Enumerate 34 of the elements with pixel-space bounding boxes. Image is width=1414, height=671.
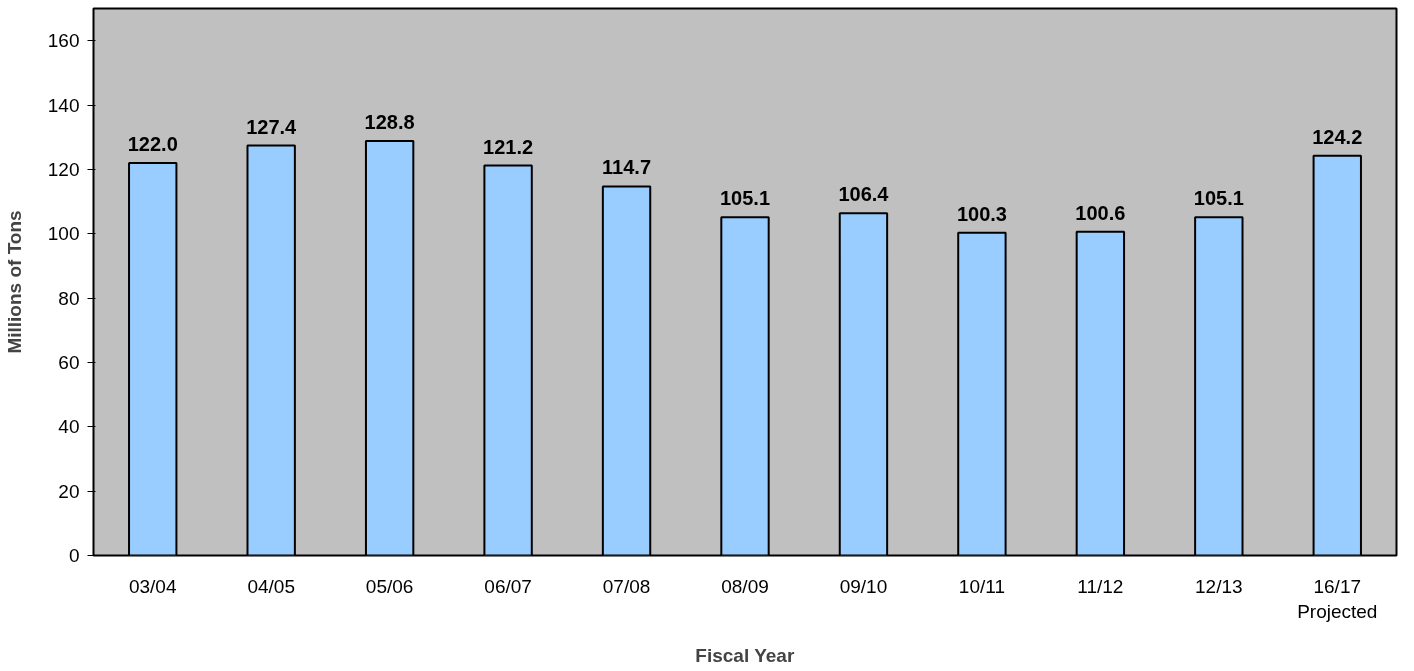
data-label: 128.8 (364, 111, 415, 134)
y-tick-label: 120 (47, 158, 80, 180)
data-label: 122.0 (127, 132, 178, 155)
x-tick-label: 04/05 (247, 575, 295, 597)
data-label: 127.4 (246, 115, 298, 138)
text: Projected (1297, 600, 1378, 622)
x-tick-label: 09/10 (839, 575, 888, 597)
x-axis-title: Fiscal Year (695, 644, 795, 666)
y-tick-label: 20 (58, 480, 80, 502)
y-tick-label: 160 (47, 30, 80, 52)
data-label: 121.2 (483, 135, 534, 158)
y-tick-label: 0 (68, 545, 80, 566)
data-label: 100.6 (1075, 201, 1126, 224)
x-tick-label: 03/04 (128, 575, 177, 597)
x-tick-label: 16/17 (1313, 575, 1362, 597)
y-tick-label: 40 (58, 416, 80, 438)
x-tick-label: 05/06 (365, 575, 414, 597)
data-label: 106.4 (838, 183, 890, 206)
y-tick-label: 60 (58, 351, 80, 373)
x-tick-label: 06/07 (484, 575, 532, 597)
data-label: 105.1 (1193, 187, 1244, 210)
data-label: 114.7 (602, 156, 652, 179)
x-tick-label: 10/11 (958, 575, 1005, 597)
x-tick-label: 08/09 (721, 575, 769, 597)
y-tick-label: 140 (47, 94, 80, 116)
data-label: 100.3 (956, 202, 1007, 225)
x-tick-label: 11/12 (1077, 575, 1124, 597)
x-tick-label: 07/08 (602, 575, 651, 597)
y-tick-label: 100 (47, 223, 80, 245)
y-axis-title: Millions of Tons (3, 210, 25, 354)
y-tick-label: 80 (58, 287, 80, 309)
data-label: 124.2 (1312, 125, 1363, 148)
data-label: 105.1 (719, 187, 771, 210)
x-tick-label: 12/13 (1195, 575, 1243, 597)
